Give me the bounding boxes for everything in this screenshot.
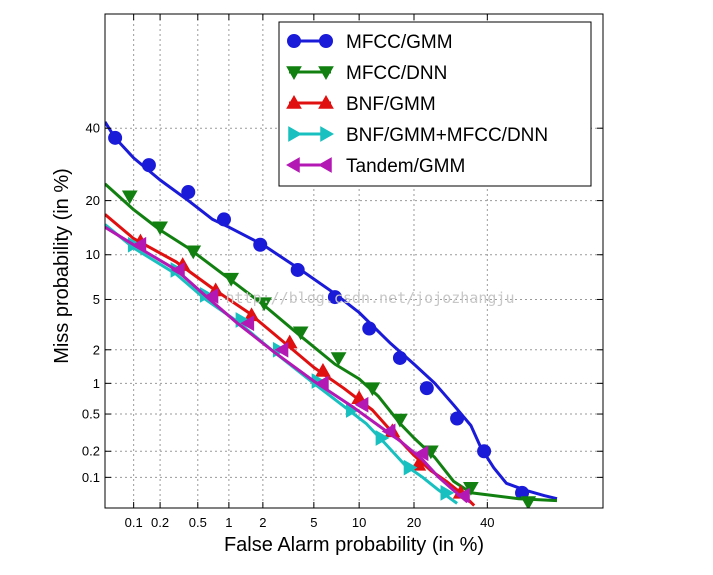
data-point <box>181 185 196 200</box>
data-point <box>327 290 342 305</box>
legend-item: Tandem/GMM <box>285 156 465 177</box>
data-point <box>292 326 309 341</box>
data-point <box>450 411 465 426</box>
legend-marker <box>318 94 334 109</box>
x-tick-label: 10 <box>352 515 366 530</box>
y-tick-label: 0.1 <box>82 470 100 485</box>
data-point <box>414 445 429 462</box>
data-point <box>253 237 268 252</box>
data-point <box>185 245 202 260</box>
data-point <box>362 321 377 336</box>
data-point <box>392 413 408 428</box>
legend-marker <box>286 66 302 81</box>
data-point <box>223 272 240 287</box>
legend-marker <box>286 94 302 109</box>
data-point <box>440 484 455 501</box>
legend-marker <box>285 157 300 173</box>
x-axis-ticks: 0.1 0.2 0.5 1 2 5 10 20 40 <box>125 14 495 530</box>
data-point <box>330 352 347 366</box>
legend-marker <box>317 157 332 173</box>
data-point <box>364 382 381 397</box>
data-point <box>108 130 123 145</box>
x-tick-label: 0.1 <box>125 515 143 530</box>
y-tick-label: 40 <box>86 121 100 136</box>
legend-label: Tandem/GMM <box>346 156 465 177</box>
data-point <box>381 423 396 440</box>
series-bnf-gmm-mfcc-dnn <box>105 223 458 505</box>
data-point <box>463 481 479 496</box>
series-line <box>105 223 458 505</box>
x-tick-label: 5 <box>310 515 317 530</box>
data-point <box>204 288 219 304</box>
x-tick-label: 20 <box>407 515 421 530</box>
data-point <box>403 459 418 476</box>
legend-marker <box>318 66 334 81</box>
data-point <box>456 487 470 504</box>
legend-label: MFCC/GMM <box>346 32 453 53</box>
watermark-text: http://blog.csdn.net/jojozhangju <box>226 289 515 307</box>
legend-item: BNF/GMM <box>286 94 436 115</box>
x-axis-label: False Alarm probability (in %) <box>224 534 484 556</box>
y-tick-label: 0.2 <box>82 444 100 459</box>
legend-marker <box>320 126 335 142</box>
legend-items: MFCC/GMM MFCC/DNN BNF/GMM BNF/GMM+MFCC/DNN T… <box>285 32 548 177</box>
data-point <box>314 375 329 392</box>
data-point <box>290 262 305 277</box>
y-axis-ticks: 0.1 0.2 0.5 1 2 5 10 20 40 <box>82 121 603 485</box>
legend-marker <box>287 34 301 48</box>
y-tick-label: 2 <box>93 342 100 357</box>
data-point <box>315 363 331 377</box>
legend-item: MFCC/DNN <box>286 63 447 84</box>
x-tick-label: 0.5 <box>189 515 207 530</box>
data-point <box>152 221 168 236</box>
x-tick-label: 0.2 <box>151 515 169 530</box>
data-point <box>121 190 138 205</box>
plot-frame <box>104 13 604 509</box>
x-tick-label: 2 <box>259 515 266 530</box>
series-mfcc-gmm <box>105 121 558 501</box>
legend-marker <box>288 126 303 142</box>
x-tick-label: 40 <box>480 515 494 530</box>
y-tick-label: 1 <box>93 376 100 391</box>
y-tick-label: 20 <box>86 193 100 208</box>
legend-label: BNF/GMM+MFCC/DNN <box>346 125 548 146</box>
data-point <box>274 341 289 358</box>
data-point <box>354 396 369 413</box>
legend-label: BNF/GMM <box>346 94 436 115</box>
data-point <box>216 212 231 227</box>
series-layer <box>105 121 558 508</box>
data-point <box>520 496 537 508</box>
y-tick-label: 5 <box>93 292 100 307</box>
legend: MFCC/GMM MFCC/DNN BNF/GMM BNF/GMM+MFCC/DNN T… <box>278 21 592 187</box>
data-point <box>392 350 407 365</box>
series-line <box>105 182 558 503</box>
data-point <box>256 297 273 312</box>
data-point <box>240 315 255 332</box>
series-mfcc-dnn <box>105 182 558 508</box>
data-point <box>141 158 156 173</box>
series-tandem-gmm <box>105 225 470 504</box>
y-tick-label: 0.5 <box>82 407 100 422</box>
legend-item: MFCC/GMM <box>287 32 453 53</box>
legend-item: BNF/GMM+MFCC/DNN <box>288 125 548 146</box>
data-point <box>375 430 390 446</box>
y-tick-label: 10 <box>86 247 100 262</box>
legend-marker <box>319 34 333 48</box>
x-tick-label: 1 <box>225 515 232 530</box>
data-point <box>419 381 434 396</box>
data-point <box>170 262 185 278</box>
legend-label: MFCC/DNN <box>346 63 447 84</box>
y-axis-label: Miss probability (in %) <box>51 168 73 364</box>
data-point <box>477 444 492 459</box>
data-point <box>132 236 147 253</box>
